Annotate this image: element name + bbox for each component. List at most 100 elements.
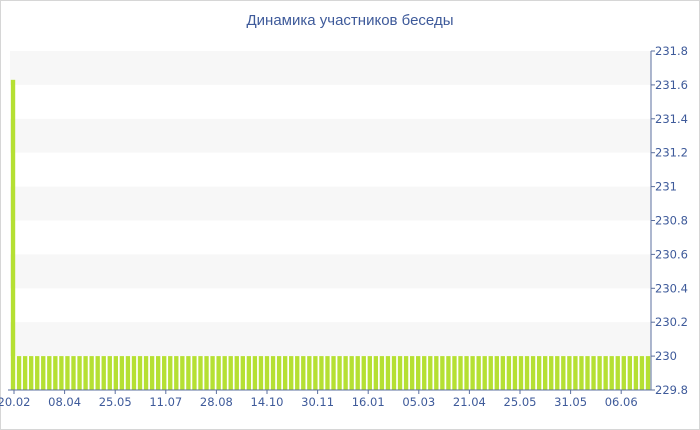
bar [476, 356, 481, 390]
bar [228, 356, 233, 390]
bar [289, 356, 294, 390]
bar [337, 356, 342, 390]
bar [482, 356, 487, 390]
bar [391, 356, 397, 390]
bar [83, 356, 88, 390]
bar [210, 356, 215, 390]
bar [192, 356, 197, 390]
x-tick-label: 28.08 [200, 395, 233, 409]
bar [10, 79, 16, 390]
bars [10, 79, 651, 390]
bar [361, 356, 366, 390]
bar [222, 356, 227, 390]
bar [168, 356, 173, 390]
bar [119, 356, 125, 390]
bar [89, 356, 94, 390]
chart-title: Динамика участников беседы [246, 12, 454, 29]
bar [555, 356, 560, 390]
x-tick-label: 21.04 [453, 395, 486, 409]
bar [325, 356, 330, 390]
bar [603, 356, 608, 390]
bar [125, 356, 131, 390]
bar [470, 356, 475, 390]
x-tick-label: 25.05 [99, 395, 132, 409]
bar [416, 356, 421, 390]
bar [633, 356, 639, 390]
bar [252, 356, 258, 390]
bar [494, 356, 499, 390]
bar [313, 356, 318, 390]
bar [113, 356, 118, 390]
bar [543, 356, 548, 390]
bar [428, 356, 433, 390]
bar [385, 356, 391, 390]
x-tick-label: 14.10 [251, 395, 284, 409]
bar [567, 356, 572, 390]
y-tick-label: 231.8 [655, 44, 688, 58]
bar [198, 356, 203, 390]
bar [518, 356, 524, 390]
bar [28, 356, 34, 390]
y-axis-ticks: 229.8 230 230.2 230.4 230.6 230.8 231 231.2 231.… [651, 44, 688, 397]
grid-band [10, 254, 651, 289]
bar [149, 356, 155, 390]
bar [71, 356, 76, 390]
bar [355, 356, 360, 390]
bar [107, 356, 112, 390]
bar [452, 356, 457, 390]
x-tick-label: 16.01 [352, 395, 385, 409]
bar [397, 356, 403, 390]
bar [639, 356, 645, 390]
grid-band [10, 118, 651, 153]
y-tick-label: 231 [655, 180, 677, 194]
bar [77, 356, 82, 390]
bar [609, 356, 614, 390]
bar [403, 356, 409, 390]
bar [409, 356, 415, 390]
x-axis-ticks: 20.02 08.04 25.05 11.07 28.08 14.10 30.11 16.01… [0, 390, 638, 409]
y-tick-label: 231.4 [655, 112, 688, 126]
bar [65, 356, 70, 390]
bar [276, 356, 282, 390]
bar [131, 356, 137, 390]
bar [597, 356, 602, 390]
bar [343, 356, 348, 390]
bar [101, 356, 106, 390]
bar [585, 356, 590, 390]
x-tick-label: 20.02 [0, 395, 30, 409]
grid-band [10, 51, 651, 85]
bar [301, 356, 306, 390]
bar [53, 356, 58, 390]
bar [627, 356, 633, 390]
x-tick-label: 05.03 [402, 395, 435, 409]
x-tick-label: 06.06 [605, 395, 638, 409]
bar [367, 356, 372, 390]
bar [180, 356, 185, 390]
bar [434, 356, 439, 390]
bar [204, 356, 209, 390]
bar [500, 356, 506, 390]
y-tick-label: 230.4 [655, 281, 688, 295]
bar [47, 356, 52, 390]
bar [536, 356, 542, 390]
bar [373, 356, 379, 390]
bar [234, 356, 239, 390]
bar [621, 356, 626, 390]
y-tick-label: 230.6 [655, 247, 688, 261]
bar [143, 356, 149, 390]
bar [137, 356, 143, 390]
bar [59, 356, 64, 390]
bar [307, 356, 312, 390]
bar [264, 356, 270, 390]
bar [95, 356, 100, 390]
bar [270, 356, 276, 390]
bar [458, 356, 463, 390]
x-tick-label: 30.11 [301, 395, 334, 409]
bar [162, 356, 167, 390]
y-tick-label: 230.8 [655, 214, 688, 228]
bar [591, 356, 596, 390]
bar [524, 356, 530, 390]
bar [561, 356, 566, 390]
bar [186, 356, 191, 390]
bar [506, 356, 512, 390]
